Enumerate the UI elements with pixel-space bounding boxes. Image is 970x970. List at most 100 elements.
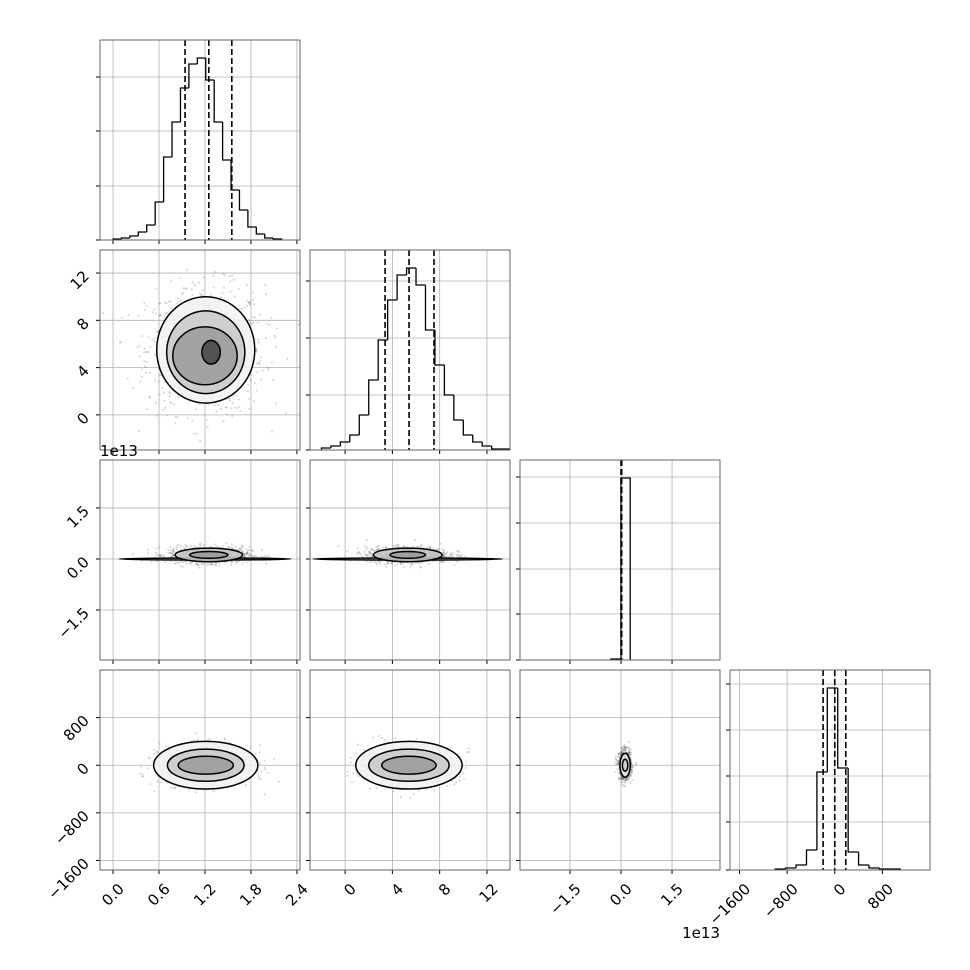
sample-point (235, 560, 238, 563)
sample-point (377, 544, 380, 547)
sample-point (245, 547, 248, 550)
sample-point (154, 353, 157, 356)
panel-frame (99, 669, 301, 871)
sample-point (629, 749, 632, 752)
sample-point (214, 562, 217, 565)
sample-point (195, 739, 198, 742)
sample-point (394, 564, 397, 567)
x-tick-label: 8 (435, 880, 454, 899)
sample-point (159, 302, 162, 305)
contour-group (614, 740, 638, 788)
sample-point (147, 552, 150, 555)
panel (306, 459, 511, 664)
sample-point (198, 292, 201, 295)
sample-point (141, 775, 144, 778)
x-tick-label: 0.0 (98, 880, 128, 910)
sample-point (409, 796, 412, 799)
sample-point (231, 415, 234, 418)
sample-point (155, 553, 158, 556)
sample-point (457, 554, 460, 557)
sample-point (203, 544, 206, 547)
sample-point (189, 545, 192, 548)
sample-point (267, 368, 270, 371)
sample-point (258, 743, 261, 746)
sample-point (167, 551, 170, 554)
sample-point (213, 564, 216, 567)
sample-point (176, 548, 179, 551)
sample-point (453, 783, 456, 786)
sample-point (259, 762, 262, 765)
sample-point (138, 344, 141, 347)
hist-bin (462, 420, 473, 436)
sample-point (150, 561, 153, 564)
sample-point (160, 553, 163, 556)
sample-point (229, 290, 232, 293)
sample-point (198, 403, 201, 406)
sample-point (621, 784, 624, 787)
sample-point (209, 545, 212, 548)
sample-point (199, 439, 202, 442)
sample-point (179, 545, 182, 548)
sample-point (236, 548, 239, 551)
sample-point (246, 551, 249, 554)
sample-point (245, 552, 248, 555)
sample-point (212, 790, 215, 793)
sample-point (441, 551, 444, 554)
sample-point (450, 552, 453, 555)
sample-point (138, 430, 141, 433)
sample-point (621, 778, 624, 781)
sample-point (363, 553, 366, 556)
sample-point (619, 751, 622, 754)
sample-point (209, 293, 212, 296)
contour (201, 339, 222, 365)
hist-bin (196, 57, 206, 64)
sample-point (270, 316, 273, 319)
sample-point (627, 775, 630, 778)
sample-point (445, 552, 448, 555)
hist-bin (339, 441, 350, 446)
sample-point (158, 554, 161, 557)
panel (516, 459, 721, 664)
sample-point (284, 412, 287, 415)
sample-point (375, 549, 378, 552)
sample-point (185, 287, 188, 290)
sample-point (148, 396, 151, 399)
sample-point (442, 553, 445, 556)
sample-point (626, 777, 629, 780)
sample-point (200, 563, 203, 566)
sample-point (410, 562, 413, 565)
sample-point (228, 397, 231, 400)
sample-point (256, 321, 259, 324)
sample-point (425, 788, 428, 791)
sample-point (250, 554, 253, 557)
sample-point (245, 552, 248, 555)
sample-point (225, 406, 228, 409)
sample-point (200, 562, 203, 565)
sample-point (169, 545, 172, 548)
sample-point (442, 560, 445, 563)
panel-frame (519, 459, 721, 661)
sample-point (616, 763, 619, 766)
sample-point (141, 368, 144, 371)
sample-point (183, 546, 186, 549)
sample-point (158, 314, 161, 317)
sample-point (146, 548, 149, 551)
sample-point (185, 546, 188, 549)
y-tick-label: 1.5 (63, 502, 93, 532)
sample-point (355, 752, 358, 755)
sample-point (231, 274, 234, 277)
x-tick-label: 1.2 (190, 880, 220, 910)
sample-point (415, 546, 418, 549)
sample-point (203, 276, 206, 279)
sample-point (384, 738, 387, 741)
sample-point (218, 564, 221, 567)
sample-point (248, 407, 251, 410)
sample-point (620, 777, 623, 780)
sample-point (179, 299, 182, 302)
sample-point (337, 545, 340, 548)
sample-point (408, 566, 411, 569)
sample-point (271, 378, 274, 381)
sample-point (457, 752, 460, 755)
sample-point (441, 548, 444, 551)
hist-bin (129, 235, 139, 238)
